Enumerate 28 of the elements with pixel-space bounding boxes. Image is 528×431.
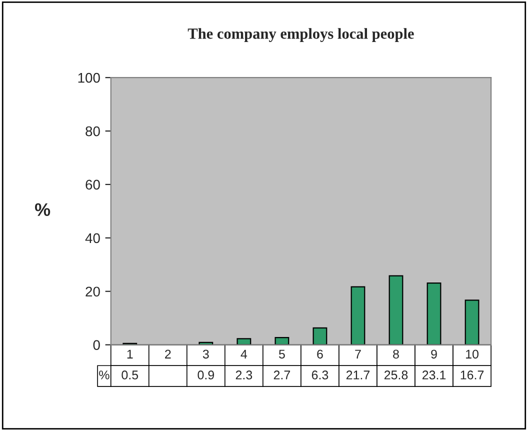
data-label: 23.1 <box>422 370 446 380</box>
text: % <box>99 370 110 380</box>
data-label: 16.7 <box>460 370 484 380</box>
y-axis-title: % <box>34 203 50 216</box>
y-tick-label: 100 <box>78 72 100 83</box>
x-tick-label: 3 <box>202 350 209 359</box>
x-tick-label: 6 <box>317 350 323 359</box>
x-tick-label: 7 <box>355 350 361 358</box>
y-tick-label: 60 <box>86 180 100 190</box>
data-label: 0.5 <box>122 370 138 380</box>
x-tick-label: 8 <box>393 350 399 359</box>
y-tick-label: 20 <box>86 286 100 297</box>
data-label: 2.3 <box>236 370 252 380</box>
y-tick-label: 40 <box>85 233 100 244</box>
data-label: 25.8 <box>384 370 408 380</box>
data-label: 2.7 <box>274 370 290 380</box>
data-label: 0.9 <box>198 370 214 380</box>
x-tick-label: 4 <box>240 350 248 358</box>
chart-title: The company employs local people <box>188 28 414 42</box>
x-tick-label: 2 <box>165 350 171 358</box>
x-tick-label: 10 <box>466 350 478 359</box>
data-label: 21.7 <box>346 370 370 380</box>
x-tick-label: 9 <box>431 350 437 359</box>
x-tick-label: 1 <box>127 350 133 358</box>
data-label: 6.3 <box>312 370 328 380</box>
x-tick-label: 5 <box>278 350 285 359</box>
y-tick-label: 80 <box>86 126 100 136</box>
y-tick-label: 0 <box>93 340 100 350</box>
